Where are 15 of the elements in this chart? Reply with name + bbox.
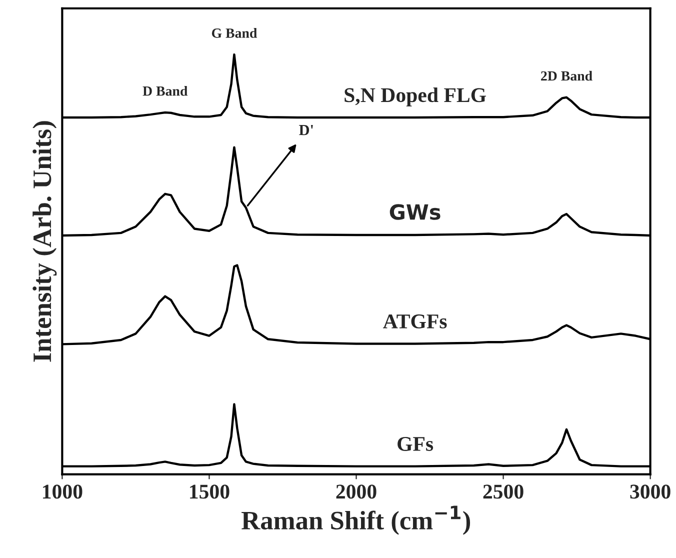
x-tick-label: 3000: [630, 484, 670, 499]
series-label: GWs: [390, 204, 440, 220]
series-label: GFs: [398, 436, 434, 451]
annotation: 2D Band: [541, 70, 592, 81]
annotation: D': [299, 125, 313, 136]
x-axis-title: Raman Shift (cm$^{−1}$): [242, 506, 470, 535]
annotation: G Band: [212, 28, 258, 38]
y-axis-title: Intensity (Arb. Units): [32, 121, 57, 362]
x-tick-label: 2500: [483, 484, 524, 499]
x-tick-label: 1500: [190, 484, 230, 499]
x-tick-label: 1000: [43, 484, 82, 499]
series-label: S,N Doped FLG: [344, 88, 486, 106]
annotation: D Band: [142, 86, 188, 96]
series-label: ATGFs: [383, 314, 447, 328]
x-tick-label: 2000: [336, 484, 376, 499]
